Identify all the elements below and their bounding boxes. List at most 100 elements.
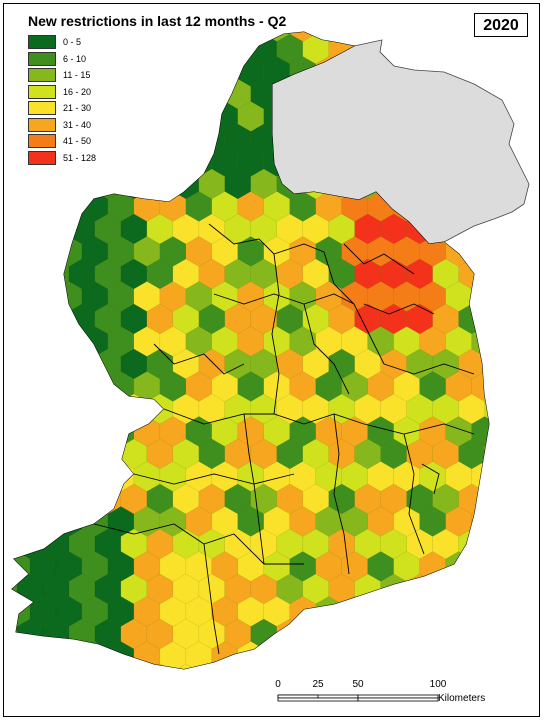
hexagon-cell — [29, 326, 57, 357]
hexagon-cell — [12, 461, 31, 492]
hexagon-cell — [329, 4, 355, 19]
hexagon-cell — [42, 663, 70, 669]
hexagon-cell — [16, 303, 44, 335]
hexagon-cell — [511, 529, 537, 559]
legend-entry: 16 - 20 — [28, 84, 96, 100]
hexagon-cell — [511, 259, 537, 289]
hexagon-cell — [68, 483, 96, 515]
legend-swatch — [28, 134, 56, 148]
hexagon-cell — [12, 258, 18, 290]
hexagon-cell — [484, 618, 489, 650]
hexagon-cell — [16, 438, 44, 470]
hexagon-cell — [445, 641, 472, 669]
hexagon-cell — [107, 56, 135, 87]
hexagon-cell — [471, 281, 489, 312]
hexagon-cell — [42, 213, 70, 245]
hexagon-cell — [12, 101, 31, 132]
legend-label: 16 - 20 — [63, 86, 92, 97]
hexagon-cell — [471, 596, 489, 627]
legend-entry: 21 - 30 — [28, 100, 96, 116]
hexagon-cell — [511, 619, 537, 649]
hexagon-cell — [406, 618, 433, 650]
hexagon-cell — [94, 33, 122, 65]
hexagon-cell — [12, 213, 18, 245]
hexagon-cell — [471, 56, 489, 87]
hexagon-cell — [185, 56, 213, 87]
hexagon-cell — [263, 641, 291, 669]
hexagon-cell — [471, 641, 489, 669]
hexagon-cell — [82, 687, 108, 717]
hexagon-cell — [498, 237, 524, 267]
hexagon-cell — [511, 349, 537, 379]
hexagon-cell — [16, 663, 44, 669]
hexagon-cell — [498, 687, 524, 717]
hexagon-cell — [146, 78, 174, 110]
legend-label: 6 - 10 — [63, 53, 87, 64]
hexagon-cell — [12, 641, 31, 669]
hexagon-cell — [524, 597, 540, 627]
hexagon-cell — [224, 33, 252, 65]
hexagon-cell — [16, 168, 44, 200]
hexagon-cell — [120, 663, 148, 669]
hexagon-cell — [355, 4, 381, 19]
hexagon-cell — [524, 57, 540, 87]
hexagon-cell — [29, 506, 57, 537]
legend-entry: 31 - 40 — [28, 117, 96, 133]
legend-swatch — [28, 68, 56, 82]
hexagon-cell — [120, 393, 148, 425]
hexagon-cell — [29, 641, 57, 669]
hexagon-cell — [458, 618, 485, 650]
hexagon-cell — [12, 32, 31, 42]
hexagon-cell — [160, 687, 186, 717]
hexagon-cell — [498, 57, 524, 87]
hexagon-cell — [354, 618, 381, 650]
hexagon-cell — [4, 687, 30, 717]
hexagon-cell — [484, 573, 489, 605]
hexagon-cell — [471, 506, 489, 537]
hexagon-cell — [458, 573, 485, 605]
hexagon-cell — [42, 393, 70, 425]
map-frame: New restrictions in last 12 months - Q2 … — [3, 3, 540, 717]
hexagon-cell — [498, 507, 524, 537]
hexagon-cell — [29, 416, 57, 447]
hexagon-cell — [185, 101, 213, 132]
hexagon-cell — [524, 327, 540, 357]
hexagon-cell — [120, 78, 148, 110]
legend-swatch — [28, 117, 56, 132]
hexagon-cell — [432, 618, 459, 650]
hexagon-cell — [432, 573, 459, 605]
hexagon-cell — [303, 4, 329, 19]
hexagon-cell — [524, 687, 540, 717]
hexagon-cell — [511, 664, 537, 694]
hexagon-cell — [524, 507, 540, 537]
hexagon-cell — [159, 101, 187, 132]
hexagon-cell — [108, 687, 134, 717]
scale-tick-label: 0 — [275, 679, 281, 690]
scale-unit-label: Kilometers — [438, 693, 486, 704]
hexagon-cell — [12, 33, 18, 65]
hexagon-cell — [484, 33, 489, 65]
hexagon-cell — [511, 574, 537, 604]
hexagon-cell — [55, 326, 83, 357]
hexagon-cell — [12, 56, 31, 87]
hexagon-cell — [12, 528, 18, 560]
hexagon-cell — [42, 168, 70, 200]
hexagon-cell — [445, 32, 472, 42]
hexagon-cell — [498, 552, 524, 582]
hexagon-cell — [498, 327, 524, 357]
hexagon-cell — [29, 371, 57, 402]
hexagon-cell — [68, 393, 96, 425]
hexagon-cell — [55, 641, 83, 669]
hexagon-cell — [12, 393, 18, 425]
hexagon-cell — [42, 483, 70, 515]
hexagon-cell — [30, 687, 56, 717]
hexagon-cell — [16, 348, 44, 380]
legend-label: 51 - 128 — [63, 152, 97, 163]
hexagon-cell — [186, 687, 212, 717]
legend-entry: 6 - 10 — [28, 51, 96, 67]
legend: 0 - 5 6 - 10 11 - 15 16 - 20 21 - 30 31 - 40 4… — [28, 34, 96, 166]
hexagon-cell — [12, 573, 18, 605]
hexagon-cell — [12, 348, 18, 380]
hexagon-cell — [380, 618, 407, 650]
hexagon-cell — [29, 236, 57, 267]
